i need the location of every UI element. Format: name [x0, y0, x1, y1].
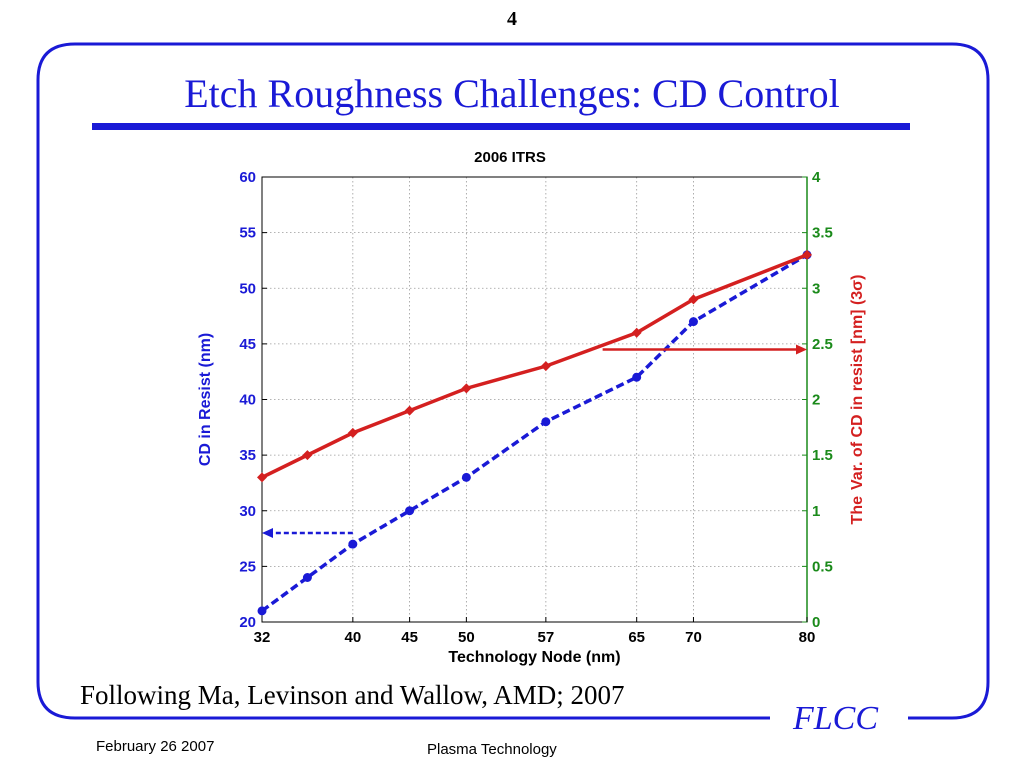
- left-tick-label: 45: [239, 336, 256, 353]
- series-line-0: [260, 253, 808, 613]
- citation: Following Ma, Levinson and Wallow, AMD; …: [80, 680, 625, 710]
- left-axis: 20 25 30 35 40 45 50 55 60: [239, 169, 267, 631]
- slide-title: Etch Roughness Challenges: CD Control: [184, 71, 840, 116]
- series-point: [802, 249, 812, 260]
- right-axis-label-prefix: The: [849, 496, 866, 525]
- right-tick-label: 0.5: [812, 558, 833, 575]
- series-point: [461, 383, 472, 394]
- series-point: [347, 427, 358, 438]
- x-tick-label: 57: [538, 629, 555, 646]
- series-point: [631, 327, 642, 338]
- right-tick-label: 3: [812, 280, 820, 297]
- left-axis-label: CD in Resist (nm): [197, 333, 214, 466]
- right-axis-label-main: Var. of CD in resist [nm] (3σ): [849, 275, 866, 490]
- slide-border: [36, 42, 990, 720]
- left-tick-label: 55: [239, 225, 256, 242]
- title-underline: [92, 123, 910, 130]
- right-axis: 0 0.5 1 1.5 2 2.5 3 3.5 4: [802, 169, 833, 631]
- left-tick-label: 60: [239, 169, 256, 186]
- x-axis-label: Technology Node (nm): [448, 649, 620, 666]
- left-tick-label: 25: [239, 558, 256, 575]
- itrs-line-chart: 2006 ITRS 20 25 30 35 40 45 50 55 60 0 0.5 1 1.5 2 2.…: [197, 149, 866, 666]
- footer-course: Plasma Technology: [427, 741, 557, 758]
- series-point: [348, 539, 358, 549]
- x-tick-label: 32: [254, 629, 271, 646]
- annotation-layer: [262, 344, 807, 538]
- series-layer: [257, 249, 812, 616]
- footer-date: February 26 2007: [96, 738, 215, 755]
- x-tick-label: 65: [628, 629, 645, 646]
- flcc-logo: FLCC: [793, 700, 879, 737]
- right-tick-label: 2: [812, 392, 820, 409]
- left-tick-label: 30: [239, 503, 256, 520]
- x-axis: 32 40 45 50 57 65 70 80: [254, 617, 816, 646]
- series-point: [257, 472, 267, 483]
- x-tick-label: 45: [401, 629, 418, 646]
- series-point: [688, 317, 698, 327]
- annotation-arrow-head: [262, 528, 273, 538]
- chart-grid: [261, 176, 808, 623]
- right-tick-label: 3.5: [812, 225, 833, 242]
- series-point: [632, 372, 642, 382]
- annotation-arrow-head: [796, 344, 807, 355]
- x-tick-label: 70: [685, 629, 702, 646]
- left-tick-label: 20: [239, 614, 256, 631]
- slide-number: 4: [507, 8, 517, 30]
- right-tick-label: 1: [812, 503, 820, 520]
- left-tick-label: 40: [239, 392, 256, 409]
- left-tick-label: 50: [239, 280, 256, 297]
- x-tick-label: 40: [344, 629, 361, 646]
- series-point: [540, 361, 551, 372]
- chart-title: 2006 ITRS: [474, 149, 546, 166]
- right-tick-label: 0: [812, 614, 820, 631]
- series-point: [541, 417, 551, 427]
- series-point: [404, 405, 415, 416]
- right-tick-label: 2.5: [812, 336, 833, 353]
- series-point: [688, 294, 699, 305]
- series-point: [405, 506, 415, 516]
- series-point: [461, 472, 471, 482]
- right-tick-label: 4: [812, 169, 821, 186]
- right-tick-label: 1.5: [812, 447, 833, 464]
- series-point: [257, 606, 267, 616]
- x-tick-label: 80: [799, 629, 816, 646]
- right-axis-label: The Var. of CD in resist [nm] (3σ): [849, 275, 866, 525]
- series-point: [302, 573, 312, 582]
- left-tick-label: 35: [239, 447, 256, 464]
- x-tick-label: 50: [458, 629, 475, 646]
